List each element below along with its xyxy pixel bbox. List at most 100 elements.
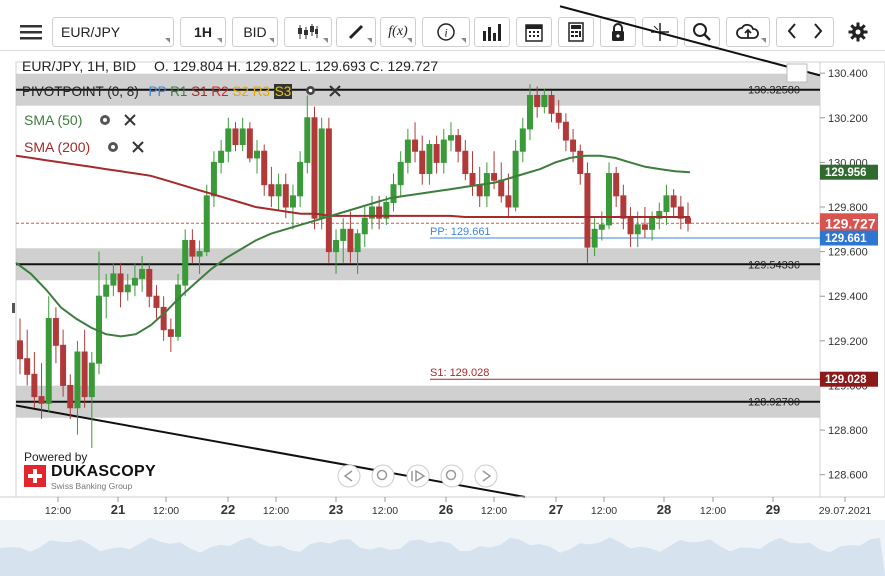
candle-body[interactable] — [541, 94, 548, 108]
side-select[interactable]: BID — [232, 17, 278, 47]
candle-body[interactable] — [289, 195, 296, 208]
candle-body[interactable] — [225, 128, 232, 152]
candle-body[interactable] — [189, 239, 196, 257]
function-icon[interactable]: f(x) — [380, 17, 416, 47]
candle-body[interactable] — [124, 284, 131, 293]
candle-body[interactable] — [325, 128, 332, 253]
candle-body[interactable] — [103, 284, 110, 297]
candle-body[interactable] — [368, 206, 375, 219]
popout-icon[interactable] — [786, 63, 808, 83]
candle-body[interactable] — [584, 173, 591, 248]
candle-body[interactable] — [38, 396, 45, 404]
candle-body[interactable] — [613, 173, 620, 197]
candlestick-icon[interactable] — [284, 17, 332, 47]
candle-body[interactable] — [246, 128, 253, 159]
candle-body[interactable] — [491, 173, 498, 181]
candle-body[interactable] — [175, 284, 182, 337]
candle-body[interactable] — [412, 139, 419, 152]
candle-body[interactable] — [433, 144, 440, 163]
candle-body[interactable] — [88, 362, 95, 398]
candle-body[interactable] — [498, 179, 505, 197]
cloud-upload-icon[interactable] — [726, 17, 770, 47]
candle-body[interactable] — [455, 135, 462, 152]
candle-body[interactable] — [426, 144, 433, 175]
candle-body[interactable] — [354, 233, 361, 253]
candle-body[interactable] — [505, 195, 512, 208]
candle-body[interactable] — [218, 150, 225, 163]
candle-body[interactable] — [340, 228, 347, 241]
candle-body[interactable] — [440, 139, 447, 163]
info-icon[interactable]: i — [422, 17, 470, 47]
candle-body[interactable] — [534, 94, 541, 108]
candle-body[interactable] — [45, 318, 52, 404]
nav-pause-icon[interactable] — [406, 464, 430, 488]
candle-body[interactable] — [476, 184, 483, 197]
candle-body[interactable] — [81, 351, 88, 398]
sma50-close-icon[interactable] — [124, 113, 136, 129]
candle-body[interactable] — [67, 384, 74, 409]
candle-body[interactable] — [376, 206, 383, 219]
candle-body[interactable] — [275, 184, 282, 197]
candle-body[interactable] — [555, 112, 562, 123]
pencil-icon[interactable] — [336, 17, 376, 47]
candle-body[interactable] — [239, 128, 246, 146]
candle-body[interactable] — [167, 329, 174, 337]
candle-body[interactable] — [620, 195, 627, 219]
candle-body[interactable] — [261, 150, 268, 186]
candle-body[interactable] — [318, 128, 325, 219]
sma200-settings-gear-icon[interactable] — [106, 140, 120, 157]
nav-back-icon[interactable] — [337, 464, 361, 488]
candle-body[interactable] — [519, 128, 526, 152]
resize-handle[interactable] — [12, 303, 15, 313]
pivot-settings-gear-icon[interactable] — [304, 84, 317, 100]
candle-body[interactable] — [404, 139, 411, 163]
candle-body[interactable] — [469, 173, 476, 186]
trendline-upper[interactable] — [559, 5, 821, 77]
candle-body[interactable] — [110, 273, 117, 286]
candle-body[interactable] — [570, 139, 577, 152]
candle-body[interactable] — [268, 184, 275, 197]
candle-body[interactable] — [685, 217, 691, 224]
nav-forward-icon[interactable] — [474, 464, 498, 488]
chevron-left-icon[interactable] — [779, 22, 805, 42]
candle-body[interactable] — [24, 358, 31, 375]
candle-body[interactable] — [17, 340, 23, 360]
candle-body[interactable] — [31, 373, 38, 398]
candle-body[interactable] — [74, 351, 81, 409]
candle-body[interactable] — [347, 228, 354, 253]
calendar-icon[interactable] — [516, 17, 552, 47]
candle-body[interactable] — [117, 273, 124, 293]
candle-body[interactable] — [160, 306, 167, 331]
candle-body[interactable] — [60, 344, 67, 386]
candle-body[interactable] — [232, 128, 239, 146]
candle-body[interactable] — [196, 251, 203, 257]
candle-body[interactable] — [548, 94, 555, 114]
trendline-lower[interactable] — [15, 404, 526, 498]
candle-body[interactable] — [182, 239, 189, 286]
period-select[interactable]: 1H — [180, 17, 226, 47]
candle-body[interactable] — [627, 217, 634, 235]
candle-body[interactable] — [131, 277, 138, 286]
sma200-close-icon[interactable] — [132, 140, 144, 156]
hamburger-menu-icon[interactable] — [14, 17, 48, 47]
instrument-select[interactable]: EUR/JPY — [52, 17, 174, 47]
bar-chart-icon[interactable] — [474, 17, 510, 47]
candle-body[interactable] — [598, 224, 605, 230]
sma50-settings-gear-icon[interactable] — [98, 113, 112, 130]
candle-body[interactable] — [52, 318, 59, 346]
candle-body[interactable] — [210, 161, 217, 197]
candle-body[interactable] — [462, 150, 469, 175]
candle-body[interactable] — [577, 150, 584, 175]
candle-body[interactable] — [670, 195, 677, 208]
candle-body[interactable] — [153, 295, 160, 308]
candle-body[interactable] — [419, 150, 426, 175]
candle-body[interactable] — [311, 117, 318, 219]
candle-body[interactable] — [203, 195, 210, 253]
candle-body[interactable] — [390, 184, 397, 204]
candle-body[interactable] — [663, 195, 670, 212]
candle-body[interactable] — [361, 217, 368, 235]
candle-body[interactable] — [447, 135, 454, 141]
candle-body[interactable] — [297, 161, 304, 197]
pivot-close-icon[interactable] — [329, 85, 341, 100]
